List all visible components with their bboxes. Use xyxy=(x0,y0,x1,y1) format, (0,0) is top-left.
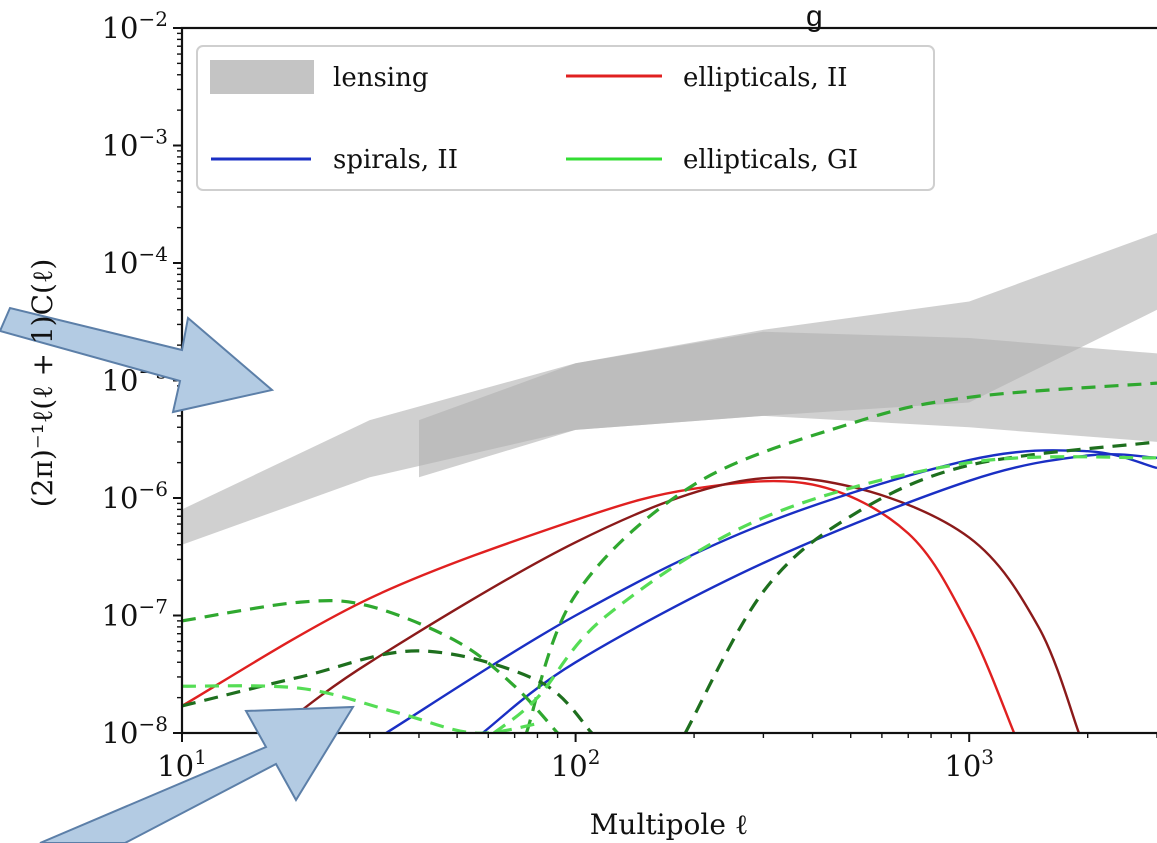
legend-label-lensing: lensing xyxy=(333,63,429,93)
legend-label-spirals-ii: spirals, II xyxy=(333,145,458,175)
plot-area xyxy=(182,233,1157,733)
y-tick-label: 10−6 xyxy=(102,477,168,515)
arrow-annotation-upper xyxy=(0,306,275,414)
y-tick-label: 10−8 xyxy=(102,712,168,750)
legend-frame xyxy=(196,45,935,191)
x-tick-label: 102 xyxy=(551,745,601,783)
series-line-3 xyxy=(385,449,1157,733)
x-tick-label: 103 xyxy=(944,745,994,783)
series-line-1 xyxy=(182,479,1016,733)
legend-swatch-lensing xyxy=(210,60,314,94)
arrow-annotation-lower xyxy=(39,705,355,843)
y-tick-label: 10−4 xyxy=(102,242,168,280)
annotation-arrows xyxy=(0,306,355,843)
x-axis-title: Multipole ℓ xyxy=(590,808,748,841)
top-text-fragment: g xyxy=(806,0,823,33)
legend: lensing ellipticals, II spirals, II elli… xyxy=(196,45,935,191)
series-line-10 xyxy=(492,455,1157,733)
x-tick-label: 101 xyxy=(157,745,207,783)
series-line-8 xyxy=(683,440,1157,733)
series-line-9 xyxy=(182,684,538,733)
legend-label-ellipticals-gi: ellipticals, GI xyxy=(683,145,858,175)
lensing-band-2 xyxy=(419,331,1157,478)
series-line-2 xyxy=(271,476,1081,733)
y-axis-title: (2π)⁻¹ℓ(ℓ + 1)C(ℓ) xyxy=(26,259,59,508)
y-tick-label: 10−3 xyxy=(102,125,168,163)
series-line-5 xyxy=(182,599,559,733)
series-line-4 xyxy=(481,453,1157,733)
y-tick-label: 10−7 xyxy=(102,595,168,633)
series-line-6 xyxy=(524,381,1157,733)
y-tick-label: 10−2 xyxy=(102,7,168,45)
legend-label-ellipticals-ii: ellipticals, II xyxy=(683,63,848,93)
